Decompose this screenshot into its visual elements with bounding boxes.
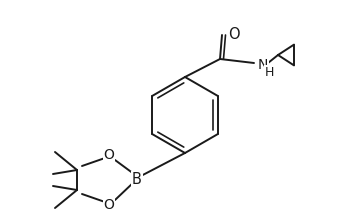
- Text: N: N: [258, 58, 268, 72]
- Text: B: B: [132, 172, 142, 187]
- Text: O: O: [228, 26, 240, 42]
- Text: H: H: [265, 66, 274, 79]
- Text: O: O: [104, 198, 114, 212]
- Text: O: O: [104, 148, 114, 162]
